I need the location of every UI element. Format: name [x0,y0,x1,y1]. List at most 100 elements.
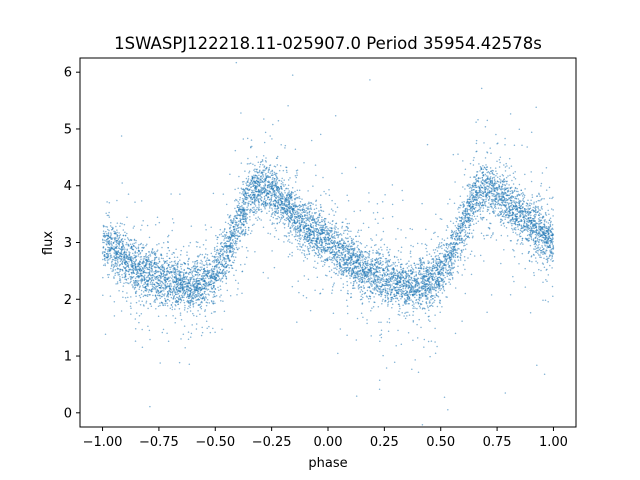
data-point [532,227,535,229]
data-point [298,240,301,243]
data-point [224,235,227,237]
data-point [179,193,181,195]
data-point [537,199,540,202]
data-point [541,244,543,247]
data-point [474,206,477,209]
data-point [457,223,460,225]
data-point [454,287,457,289]
data-point [154,288,156,290]
data-point [476,210,479,212]
data-point [254,205,257,207]
data-point [218,260,221,263]
data-point [142,220,144,222]
data-point [152,283,154,286]
data-point [382,280,384,283]
data-point [547,235,550,238]
data-point [176,256,179,258]
data-point [132,286,134,289]
data-point [261,160,264,162]
data-point [458,236,461,238]
data-point [251,189,253,191]
data-point [171,229,173,232]
data-point [384,296,387,299]
data-point [166,332,168,334]
data-point [355,339,358,341]
data-point [506,211,508,214]
data-point [114,269,117,271]
data-point [503,190,506,192]
data-point [427,271,429,274]
data-point [449,220,452,222]
data-point [458,230,460,232]
data-point [546,245,548,247]
data-point [385,274,388,277]
data-point [477,185,480,188]
data-point [277,199,279,201]
data-point [447,409,449,411]
data-point [546,261,549,264]
data-point [289,227,292,230]
data-point [243,198,246,200]
data-point [437,245,440,247]
data-point [119,276,121,278]
data-point [225,251,227,253]
data-point [253,202,256,205]
data-point [237,187,239,189]
data-point [322,210,325,213]
data-point [450,260,452,262]
data-point [200,334,203,337]
data-point [249,162,252,164]
data-point [121,182,123,184]
data-point [198,273,201,276]
data-point [236,225,239,228]
data-point [291,203,293,205]
data-point [389,259,391,261]
data-point [532,220,535,222]
data-point [134,269,137,272]
data-point [504,184,506,186]
data-point [328,265,330,268]
data-point [533,203,535,205]
data-point [199,303,202,305]
data-point [438,242,441,244]
data-point [454,260,456,263]
data-point [217,274,219,276]
data-point [165,270,168,273]
data-point [439,269,441,271]
data-point [484,181,487,184]
data-point [544,230,546,232]
data-point [198,296,201,298]
data-point [536,233,539,236]
data-point [436,250,439,252]
data-point [496,203,499,206]
data-point [175,248,177,250]
data-point [231,248,234,250]
data-point [465,237,467,240]
data-point [373,271,376,274]
data-point [360,242,363,245]
data-point [355,254,358,257]
data-point [350,237,353,240]
data-point [244,230,247,233]
data-point [421,243,423,245]
data-point [333,262,335,265]
data-point [288,235,290,237]
data-point [183,309,186,311]
data-point [143,266,146,269]
data-point [284,183,287,186]
data-point [108,211,110,214]
data-point [295,235,297,237]
data-point [534,248,536,250]
data-point [132,258,134,260]
data-point [501,219,504,221]
data-point [472,203,474,206]
data-point [500,193,502,196]
data-point [420,259,422,261]
data-point [384,291,387,294]
data-point [504,170,507,172]
data-point [171,306,174,308]
data-point [438,256,440,259]
data-point [232,221,235,223]
data-point [140,289,143,292]
data-point [206,257,209,259]
